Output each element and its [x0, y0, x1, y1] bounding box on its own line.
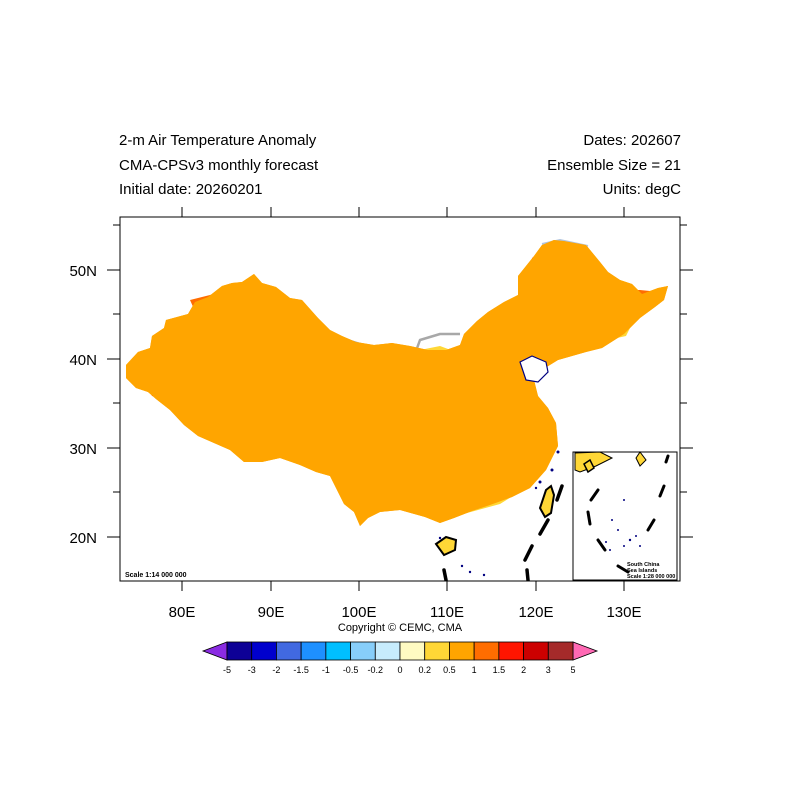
colorbar-label: -1 — [322, 665, 330, 675]
colorbar-high-triangle — [572, 641, 599, 661]
y-tick-label: 50N — [69, 263, 97, 280]
y-tick-label: 20N — [69, 530, 97, 547]
map-content — [126, 240, 668, 581]
x-tick-label: 80E — [169, 604, 196, 621]
copyright: Copyright © CEMC, CMA — [338, 622, 463, 634]
colorbar-box — [523, 641, 549, 661]
inset-title-2: Sea Islands — [627, 568, 657, 574]
y-tick-label: 30N — [69, 441, 97, 458]
colorbar-label: -2 — [272, 665, 280, 675]
y-tick-label: 40N — [69, 352, 97, 369]
x-tick-label: 100E — [341, 604, 376, 621]
colorbar-label: -3 — [248, 665, 256, 675]
colorbar-label: 1 — [472, 665, 477, 675]
model-name: CMA-CPSv3 monthly forecast — [119, 157, 319, 174]
coastal-islands — [438, 450, 560, 577]
x-tick-label: 120E — [518, 604, 553, 621]
colorbar-label: 1.5 — [493, 665, 506, 675]
colorbar-label: -0.2 — [368, 665, 384, 675]
bohai-sea — [519, 355, 549, 383]
colorbar-box — [473, 641, 500, 661]
colorbar: -5 -3 -2 -1.5 -1 -0.5 -0.2 0 0.2 0.5 1 1.5 2 3 5 — [201, 641, 599, 675]
colorbar-box — [300, 641, 327, 661]
colorbar-box — [449, 641, 475, 661]
x-tick-label: 110E — [430, 604, 464, 621]
plot-frame — [119, 216, 681, 582]
colorbar-box — [276, 641, 302, 661]
dashed-maritime-boundary — [442, 484, 564, 581]
colorbar-label: 5 — [570, 665, 575, 675]
initial-date: Initial date: 20260201 — [119, 181, 263, 198]
ensemble-size: Ensemble Size = 21 — [547, 157, 681, 174]
colorbar-box — [399, 641, 426, 661]
colorbar-box — [424, 641, 450, 661]
colorbar-box — [374, 641, 401, 661]
inset-map: South China Sea Islands Scale 1:28 000 0… — [572, 451, 678, 581]
x-tick-label: 90E — [258, 604, 285, 621]
colorbar-label: -0.5 — [343, 665, 359, 675]
colorbar-label: 0 — [397, 665, 402, 675]
colorbar-box — [350, 641, 376, 661]
x-tick-label: 130E — [606, 604, 641, 621]
colorbar-box — [251, 641, 277, 661]
colorbar-box — [498, 641, 524, 661]
taiwan-island — [538, 484, 556, 519]
colorbar-box — [547, 641, 574, 661]
inset-title-1: South China — [627, 562, 660, 568]
colorbar-label: -1.5 — [293, 665, 309, 675]
axis-ticks — [107, 207, 693, 591]
x-axis-labels: 80E 90E 100E 110E 120E 130E — [169, 604, 642, 621]
colorbar-low-triangle — [201, 641, 228, 661]
colorbar-box — [226, 641, 253, 661]
main-scale-label: Scale 1:14 000 000 — [125, 572, 187, 579]
map-title: 2-m Air Temperature Anomaly — [119, 132, 317, 149]
inset-scale: Scale 1:28 000 000 — [627, 574, 675, 580]
colorbar-label: 2 — [521, 665, 526, 675]
units: Units: degC — [602, 181, 681, 198]
hainan-island — [434, 535, 458, 557]
colorbar-label: 3 — [546, 665, 551, 675]
colorbar-label: -5 — [223, 665, 231, 675]
colorbar-label: 0.5 — [443, 665, 456, 675]
y-axis-labels: 50N 40N 30N 20N — [69, 263, 97, 547]
forecast-dates: Dates: 202607 — [583, 132, 681, 149]
colorbar-label: 0.2 — [418, 665, 431, 675]
colorbar-box — [325, 641, 351, 661]
